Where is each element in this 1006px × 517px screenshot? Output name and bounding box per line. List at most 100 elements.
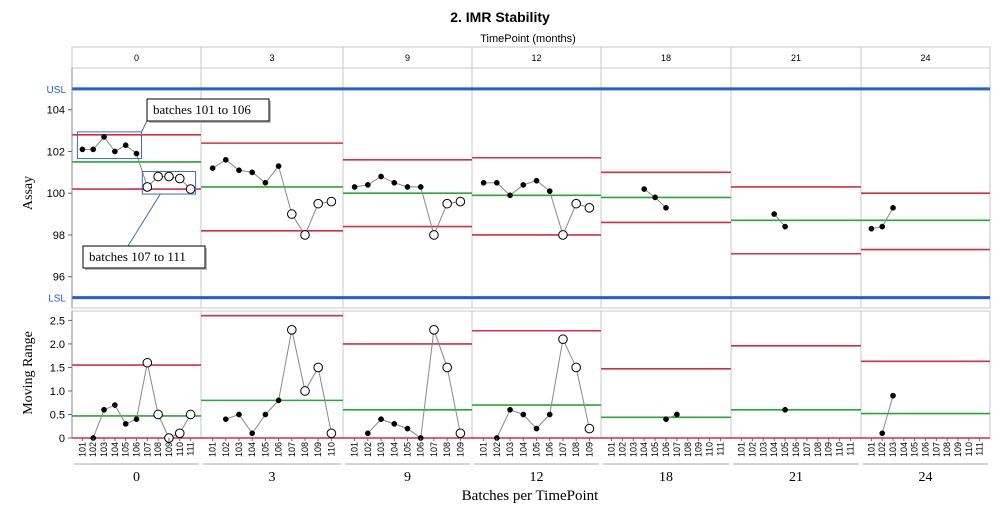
x-tick-label-9-106: 106 — [416, 442, 426, 457]
mr-y-tick-label: 0.5 — [50, 409, 65, 421]
x-tick-label-3-104: 104 — [247, 442, 257, 457]
x-tick-label-21-101: 101 — [736, 442, 746, 457]
x-tick-label-18-105: 105 — [650, 442, 660, 457]
chart-title: 2. IMR Stability — [450, 9, 550, 25]
x-tick-label-21-110: 110 — [835, 442, 845, 456]
group-label-12: 12 — [530, 470, 544, 485]
mr-point-3-103 — [236, 411, 242, 418]
mr-segment-9 — [420, 329, 435, 439]
individual-y-tick-label: 100 — [47, 188, 65, 200]
individual-point-12-107 — [558, 230, 568, 240]
annotation-text-2: batches 107 to 111 — [89, 249, 186, 264]
individual-point-3-107 — [287, 209, 297, 219]
x-tick-label-12-102: 102 — [492, 442, 502, 457]
x-tick-label-24-103: 103 — [888, 442, 898, 457]
individual-point-9-109 — [455, 196, 466, 207]
mr-point-9-108 — [442, 362, 452, 373]
mr-segment-9 — [446, 367, 461, 434]
mr-segment-12 — [496, 409, 511, 439]
mr-segment-3 — [278, 329, 293, 401]
mr-panel-21 — [730, 310, 862, 439]
mr-segment-12 — [562, 339, 577, 368]
x-tick-label-18-107: 107 — [672, 442, 682, 457]
individual-point-0-104 — [112, 148, 118, 155]
mr-point-0-108 — [153, 409, 163, 420]
mr-point-9-103 — [378, 416, 384, 423]
x-tick-label-0-105: 105 — [121, 442, 131, 457]
individual-point-3-102 — [222, 156, 229, 163]
mr-point-18-107 — [674, 411, 680, 418]
x-tick-label-18-110: 110 — [705, 442, 715, 456]
x-tick-label-0-107: 107 — [142, 442, 152, 457]
x-tick-label-21-105: 105 — [780, 442, 790, 457]
individual-point-3-103 — [236, 167, 242, 174]
strip-label-21: 21 — [791, 53, 801, 63]
x-tick-label-0-110: 110 — [175, 442, 185, 456]
x-tick-label-0-103: 103 — [99, 442, 109, 457]
individual-y-tick-label: 96 — [53, 272, 65, 284]
individual-point-12-108 — [571, 198, 581, 209]
individual-panel-12 — [471, 67, 602, 309]
x-tick-label-9-107: 107 — [429, 442, 439, 457]
individual-point-12-106 — [546, 188, 553, 194]
annotation-leader-2 — [127, 193, 161, 247]
mr-point-12-108 — [571, 362, 581, 373]
mr-segment-12 — [522, 414, 537, 429]
x-tick-label-12-103: 103 — [505, 442, 515, 457]
individual-point-12-102 — [493, 179, 500, 186]
individual-segment-12 — [496, 182, 511, 196]
individual-point-3-105 — [262, 179, 269, 186]
annotation-box-1 — [76, 131, 142, 160]
annotation-text-1: batches 101 to 106 — [153, 102, 251, 117]
lsl-label: LSL — [48, 294, 66, 305]
individual-point-0-111 — [185, 184, 196, 194]
individual-point-24-103 — [890, 204, 896, 211]
data-layer — [79, 134, 896, 443]
individual-point-0-109 — [164, 171, 174, 182]
mr-y-tick-label: 1.5 — [50, 362, 65, 374]
x-tick-label-12-104: 104 — [518, 442, 528, 457]
x-tick-label-18-104: 104 — [639, 442, 649, 457]
x-tick-label-3-107: 107 — [287, 442, 297, 457]
individual-point-3-106 — [275, 163, 282, 169]
individual-point-9-108 — [442, 198, 452, 209]
mr-point-9-102 — [364, 430, 371, 437]
individual-point-12-105 — [533, 177, 540, 184]
mr-point-0-107 — [142, 357, 153, 368]
x-axis-label: Batches per TimePoint — [462, 488, 600, 504]
mr-segment-3 — [238, 414, 253, 434]
mr-point-9-104 — [391, 421, 398, 427]
individual-point-3-109 — [313, 198, 324, 209]
mr-point-24-103 — [890, 392, 896, 399]
x-tick-label-21-106: 106 — [791, 442, 801, 457]
x-tick-label-24-109: 109 — [953, 442, 963, 457]
strip-label-12: 12 — [531, 53, 541, 63]
x-tick-label-24-104: 104 — [899, 442, 909, 457]
individual-point-0-105 — [122, 142, 129, 149]
individual-point-3-110 — [326, 196, 337, 207]
group-label-0: 0 — [133, 470, 140, 485]
x-tick-label-18-108: 108 — [683, 442, 693, 457]
x-tick-label-12-105: 105 — [532, 442, 542, 457]
mr-point-9-105 — [404, 425, 411, 432]
individual-panel-18 — [600, 67, 732, 309]
mr-y-tick-label: 1.0 — [50, 386, 65, 398]
mr-point-12-107 — [558, 334, 568, 345]
mr-point-24-102 — [879, 430, 886, 437]
individual-point-18-106 — [663, 204, 669, 211]
individual-point-9-103 — [378, 173, 384, 180]
individual-point-21-105 — [782, 223, 788, 230]
individual-point-12-101 — [480, 179, 487, 186]
mr-point-0-111 — [185, 409, 196, 420]
mr-segment-3 — [265, 400, 279, 415]
x-tick-label-21-107: 107 — [802, 442, 812, 457]
mr-point-0-104 — [112, 402, 118, 408]
mr-point-9-109 — [455, 428, 466, 439]
group-label-18: 18 — [659, 470, 673, 485]
individual-point-18-104 — [641, 186, 648, 192]
x-tick-label-18-106: 106 — [661, 442, 671, 457]
x-tick-label-9-103: 103 — [376, 442, 386, 457]
individual-point-9-102 — [364, 182, 371, 188]
x-tick-label-24-110: 110 — [964, 442, 974, 456]
